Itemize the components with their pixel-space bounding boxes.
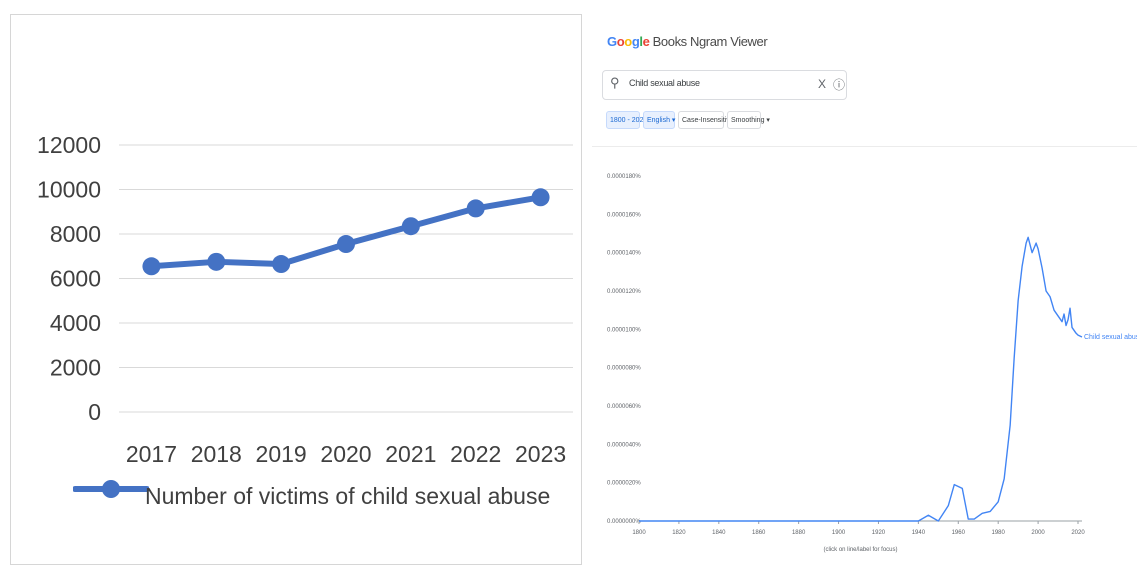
- case-insensitive-toggle[interactable]: Case-Insensitive: [678, 111, 734, 129]
- x-tick-label: 1880: [792, 530, 806, 536]
- data-point: [531, 188, 550, 207]
- y-tick-label: 0.0000120%: [607, 289, 641, 295]
- google-logo[interactable]: Google: [607, 34, 650, 49]
- x-tick-label: 2017: [126, 441, 177, 467]
- app-title: Books Ngram Viewer: [652, 34, 768, 49]
- x-tick-label: 1960: [952, 530, 966, 536]
- y-tick-label: 10000: [37, 177, 101, 203]
- x-tick-label: 2020: [1071, 530, 1085, 536]
- y-tick-label: 0.0000020%: [607, 481, 641, 487]
- ngram-viewer-panel: Google Books Ngram Viewer ⚲ Child sexual…: [592, 14, 1137, 569]
- search-input[interactable]: Child sexual abuse: [629, 78, 700, 88]
- x-tick-label: 1860: [752, 530, 766, 536]
- x-tick-label: 2018: [191, 441, 242, 467]
- y-tick-label: 12000: [37, 132, 101, 158]
- y-tick-label: 2000: [50, 355, 101, 381]
- x-tick-label: 2019: [256, 441, 307, 467]
- year-range-dropdown[interactable]: 1800 - 2022 ▾: [606, 111, 653, 129]
- corpus-dropdown[interactable]: English ▾: [643, 111, 675, 129]
- x-tick-label: 1920: [872, 530, 886, 536]
- legend-series-label: Number of victims of child sexual abuse: [145, 483, 551, 509]
- y-tick-label: 0: [88, 399, 101, 425]
- clear-search-button[interactable]: X: [818, 77, 827, 91]
- ngram-series-line: [639, 236, 1083, 522]
- x-tick-label: 2000: [1031, 530, 1045, 536]
- data-point: [272, 255, 291, 274]
- ngram-header: Google Books Ngram Viewer: [607, 34, 768, 49]
- series-end-label: Child sexual abuse: [1084, 334, 1137, 341]
- header-divider: [592, 146, 1137, 147]
- victims-chart-panel: 0 2000 4000 6000 8000 10000 12000 2017 2018 2019 2…: [10, 14, 582, 565]
- x-tick-label: 1840: [712, 530, 726, 536]
- x-tick-label: 2020: [320, 441, 371, 467]
- x-tick-label: 2021: [385, 441, 436, 467]
- y-tick-label: 6000: [50, 266, 101, 292]
- data-point: [466, 199, 485, 218]
- y-tick-label: 8000: [50, 221, 101, 247]
- x-tick-label: 1800: [632, 530, 646, 536]
- x-tick-label: 1820: [672, 530, 686, 536]
- x-tick-label: 1900: [832, 530, 846, 536]
- x-tick-label: 2023: [515, 441, 566, 467]
- x-tick-label: 1980: [992, 530, 1006, 536]
- ngram-chart: 0.0000000% 0.0000020% 0.0000040% 0.0000060%…: [607, 174, 1137, 553]
- data-point: [207, 252, 226, 271]
- help-icon[interactable]: ⓘ: [833, 78, 846, 92]
- y-tick-label: 0.0000080%: [607, 366, 641, 372]
- y-tick-label: 0.0000000%: [607, 519, 641, 525]
- x-tick-label: 2022: [450, 441, 501, 467]
- y-tick-label: 0.0000140%: [607, 251, 641, 257]
- y-tick-label: 0.0000040%: [607, 442, 641, 448]
- y-tick-label: 4000: [50, 310, 101, 336]
- y-tick-label: 0.0000180%: [607, 174, 641, 180]
- x-tick-label: 1940: [912, 530, 926, 536]
- search-icon: ⚲: [610, 75, 620, 90]
- legend-line-marker: [73, 480, 149, 498]
- victims-line-chart: 0 2000 4000 6000 8000 10000 12000 2017 2018 2019 2…: [37, 132, 573, 467]
- data-point: [337, 235, 355, 254]
- x-axis-label: (click on line/label for focus): [823, 547, 897, 553]
- data-point: [401, 217, 420, 236]
- y-tick-label: 0.0000160%: [607, 212, 641, 218]
- y-tick-label: 0.0000100%: [607, 327, 641, 333]
- search-bar[interactable]: ⚲ Child sexual abuse X ⓘ: [602, 70, 847, 100]
- data-point: [142, 257, 161, 276]
- y-tick-label: 0.0000060%: [607, 404, 641, 410]
